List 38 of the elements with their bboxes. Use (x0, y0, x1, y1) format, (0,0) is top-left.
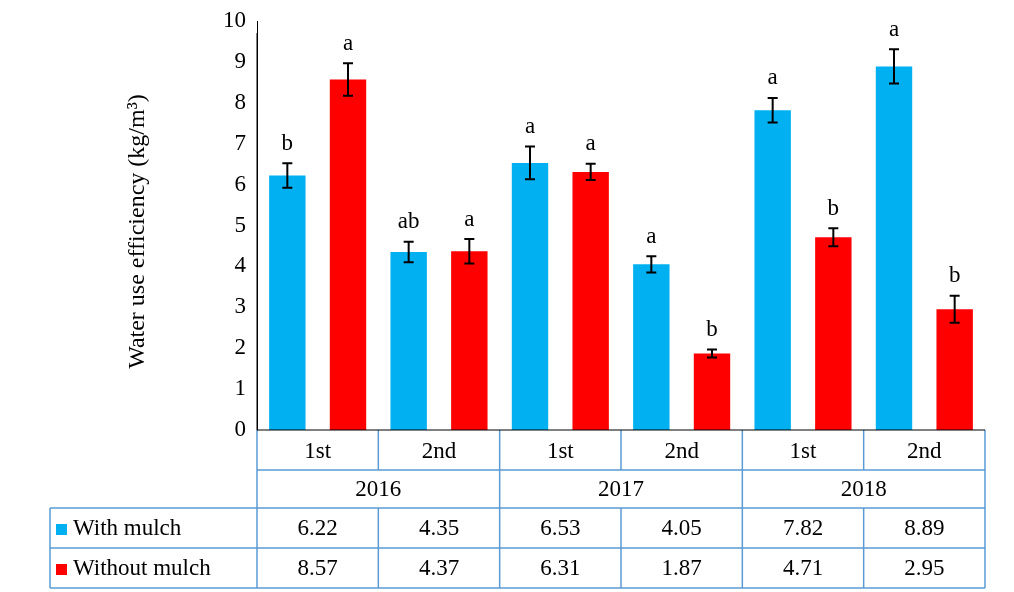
annotation: b (706, 315, 718, 341)
bar (572, 171, 609, 430)
annotation: b (948, 262, 961, 288)
y-axis-title: Water use efficiency (kg/m³) (123, 94, 150, 369)
y-tick-label: 10 (223, 7, 246, 33)
annotation: b (281, 129, 294, 155)
y-tick-label: 0 (234, 416, 246, 442)
annotation: a (342, 29, 354, 55)
bar (815, 237, 852, 430)
y-tick-label: 5 (234, 211, 246, 237)
bar (936, 309, 973, 430)
annotation: ab (397, 208, 420, 234)
legend-label: Without mulch (72, 555, 211, 581)
bar (451, 251, 488, 430)
bar (633, 264, 670, 430)
bar (390, 252, 427, 430)
legend-label: With mulch (72, 515, 182, 541)
annotation: b (827, 194, 840, 220)
bar (511, 162, 549, 430)
annotation: a (888, 15, 900, 41)
y-tick-label: 8 (234, 88, 246, 114)
y-tick-label: 1 (234, 375, 246, 401)
bar (269, 175, 306, 430)
bar (754, 110, 791, 430)
bar (693, 353, 731, 430)
y-tick-label: 6 (234, 170, 246, 196)
bar (329, 79, 367, 430)
bar (875, 66, 913, 430)
annotation: a (767, 64, 778, 90)
annotation: a (646, 222, 657, 248)
annotation: a (524, 113, 536, 139)
annotation: a (585, 130, 596, 156)
y-tick-label: 7 (234, 129, 246, 155)
y-tick-label: 3 (234, 293, 246, 319)
y-tick-label: 9 (234, 47, 246, 73)
y-tick-label: 2 (234, 334, 246, 360)
y-tick-label: 4 (234, 252, 247, 278)
annotation: a (464, 205, 475, 231)
